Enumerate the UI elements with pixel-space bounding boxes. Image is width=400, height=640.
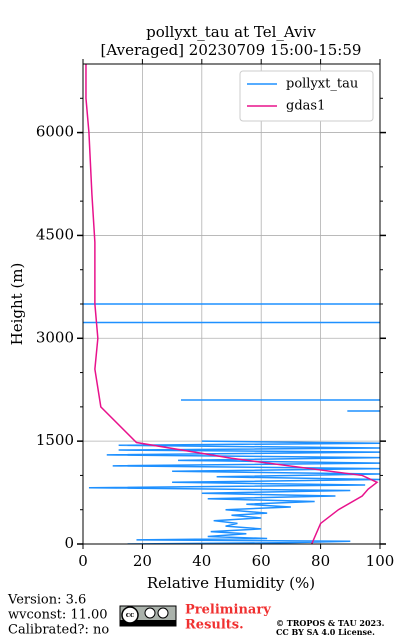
x-tick-label: 40 xyxy=(192,552,211,570)
preliminary-text: Preliminary xyxy=(185,603,271,618)
x-tick-label: 80 xyxy=(311,552,330,570)
preliminary-text: Results. xyxy=(185,618,244,633)
y-tick-label: 1500 xyxy=(36,431,74,449)
chart-title: pollyxt_tau at Tel_Aviv xyxy=(146,23,316,41)
copyright-text: CC BY SA 4.0 License. xyxy=(276,627,375,637)
copyright-text: © TROPOS & TAU 2023. xyxy=(276,618,385,628)
plot-area xyxy=(82,64,381,545)
y-tick-label: 0 xyxy=(64,534,74,552)
y-axis-label: Height (m) xyxy=(8,263,26,346)
wvconst-text: wvconst: 11.00 xyxy=(8,608,108,623)
series-line xyxy=(83,303,380,544)
calibrated-text: Calibrated?: no xyxy=(8,623,109,638)
x-axis-label: Relative Humidity (%) xyxy=(147,574,315,592)
legend: pollyxt_tau gdas1 xyxy=(239,70,374,122)
svg-text:cc: cc xyxy=(126,610,135,619)
y-tick-label: 6000 xyxy=(36,123,74,141)
x-tick-label: 0 xyxy=(78,552,88,570)
x-tick-label: 60 xyxy=(252,552,271,570)
y-tick-label: 4500 xyxy=(36,225,74,243)
series-line xyxy=(85,64,379,544)
y-tick-label: 3000 xyxy=(36,328,74,346)
cc-license-icon: cc xyxy=(119,605,177,627)
legend-label: pollyxt_tau xyxy=(286,77,358,92)
x-tick-label: 20 xyxy=(133,552,152,570)
chart-subtitle: [Averaged] 20230709 15:00-15:59 xyxy=(101,41,362,59)
x-tick-label: 100 xyxy=(366,552,395,570)
legend-label: gdas1 xyxy=(286,99,325,114)
version-text: Version: 3.6 xyxy=(7,593,86,608)
